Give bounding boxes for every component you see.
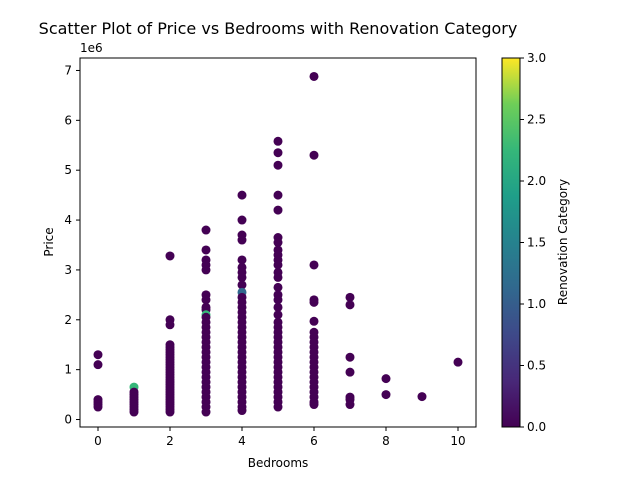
scatter-point [201, 245, 211, 255]
chart-title: Scatter Plot of Price vs Bedrooms with R… [39, 19, 518, 38]
scatter-point [165, 407, 175, 417]
scatter-point [273, 148, 283, 158]
scatter-point [273, 160, 283, 170]
y-axis-label: Price [42, 227, 56, 256]
colorbar-label: Renovation Category [556, 179, 570, 305]
scatter-point [345, 352, 355, 362]
scatter-point [93, 350, 103, 360]
scatter-point [93, 360, 103, 370]
y-offset-label: 1e6 [80, 41, 103, 55]
scatter-point [165, 251, 175, 261]
scatter-point [309, 297, 319, 307]
scatter-point [273, 282, 283, 292]
scatter-point [273, 310, 283, 320]
scatter-point [201, 265, 211, 275]
scatter-point [309, 400, 319, 410]
scatter-point [345, 400, 355, 410]
scatter-point [273, 260, 283, 270]
scatter-point [237, 406, 247, 416]
scatter-point [345, 367, 355, 377]
scatter-point [165, 320, 175, 330]
x-tick-label: 4 [238, 434, 246, 448]
x-tick-label: 2 [166, 434, 174, 448]
scatter-point [237, 235, 247, 245]
y-tick-label: 6 [64, 113, 72, 127]
colorbar-ticks: 0.0 0.5 1.0 1.5 2.0 2.5 3.0 [520, 51, 546, 434]
scatter-point [309, 316, 319, 326]
y-tick-label: 4 [64, 213, 72, 227]
colorbar-tick-label: 3.0 [527, 51, 546, 65]
y-tick-label: 7 [64, 63, 72, 77]
scatter-point [273, 136, 283, 146]
scatter-point [381, 374, 391, 384]
scatter-point [345, 292, 355, 302]
scatter-point [273, 190, 283, 200]
scatter-point [417, 392, 427, 402]
scatter-point [381, 390, 391, 400]
colorbar-tick-label: 0.5 [527, 359, 546, 373]
x-tick-label: 6 [310, 434, 318, 448]
y-ticks: 0 1 2 3 4 5 6 7 [64, 63, 80, 427]
y-tick-label: 1 [64, 363, 72, 377]
plot-area-frame [79, 57, 477, 428]
scatter-point [273, 402, 283, 412]
y-tick-label: 5 [64, 163, 72, 177]
scatter-point [309, 260, 319, 270]
scatter-point [273, 302, 283, 312]
scatter-point [345, 300, 355, 310]
x-tick-label: 0 [94, 434, 102, 448]
x-tick-label: 8 [382, 434, 390, 448]
scatter-point [237, 215, 247, 225]
scatter-point [309, 150, 319, 160]
colorbar-tick-label: 2.5 [527, 113, 546, 127]
colorbar [501, 57, 521, 428]
colorbar-tick-label: 1.0 [527, 297, 546, 311]
x-tick-label: 10 [450, 434, 465, 448]
y-tick-label: 0 [64, 413, 72, 427]
scatter-point [237, 255, 247, 265]
x-ticks: 0 2 4 6 8 10 [94, 427, 466, 448]
scatter-point [273, 295, 283, 305]
scatter-point [201, 295, 211, 305]
x-axis-label: Bedrooms [248, 456, 309, 470]
scatter-point [237, 190, 247, 200]
scatter-point [273, 238, 283, 247]
colorbar-tick-label: 1.5 [527, 236, 546, 250]
points-layer [93, 71, 463, 417]
scatter-point [273, 205, 283, 215]
scatter-point [237, 280, 247, 290]
colorbar-tick-label: 2.0 [527, 174, 546, 188]
colorbar-tick-label: 0.0 [527, 420, 546, 434]
scatter-point [93, 402, 103, 412]
scatter-point [129, 407, 139, 417]
scatter-point [201, 225, 211, 235]
scatter-point [201, 407, 211, 417]
y-tick-label: 2 [64, 313, 72, 327]
scatter-point [237, 272, 247, 282]
scatter-point [309, 71, 319, 81]
scatter-point [453, 357, 463, 367]
scatter-point [273, 272, 283, 282]
y-tick-label: 3 [64, 263, 72, 277]
